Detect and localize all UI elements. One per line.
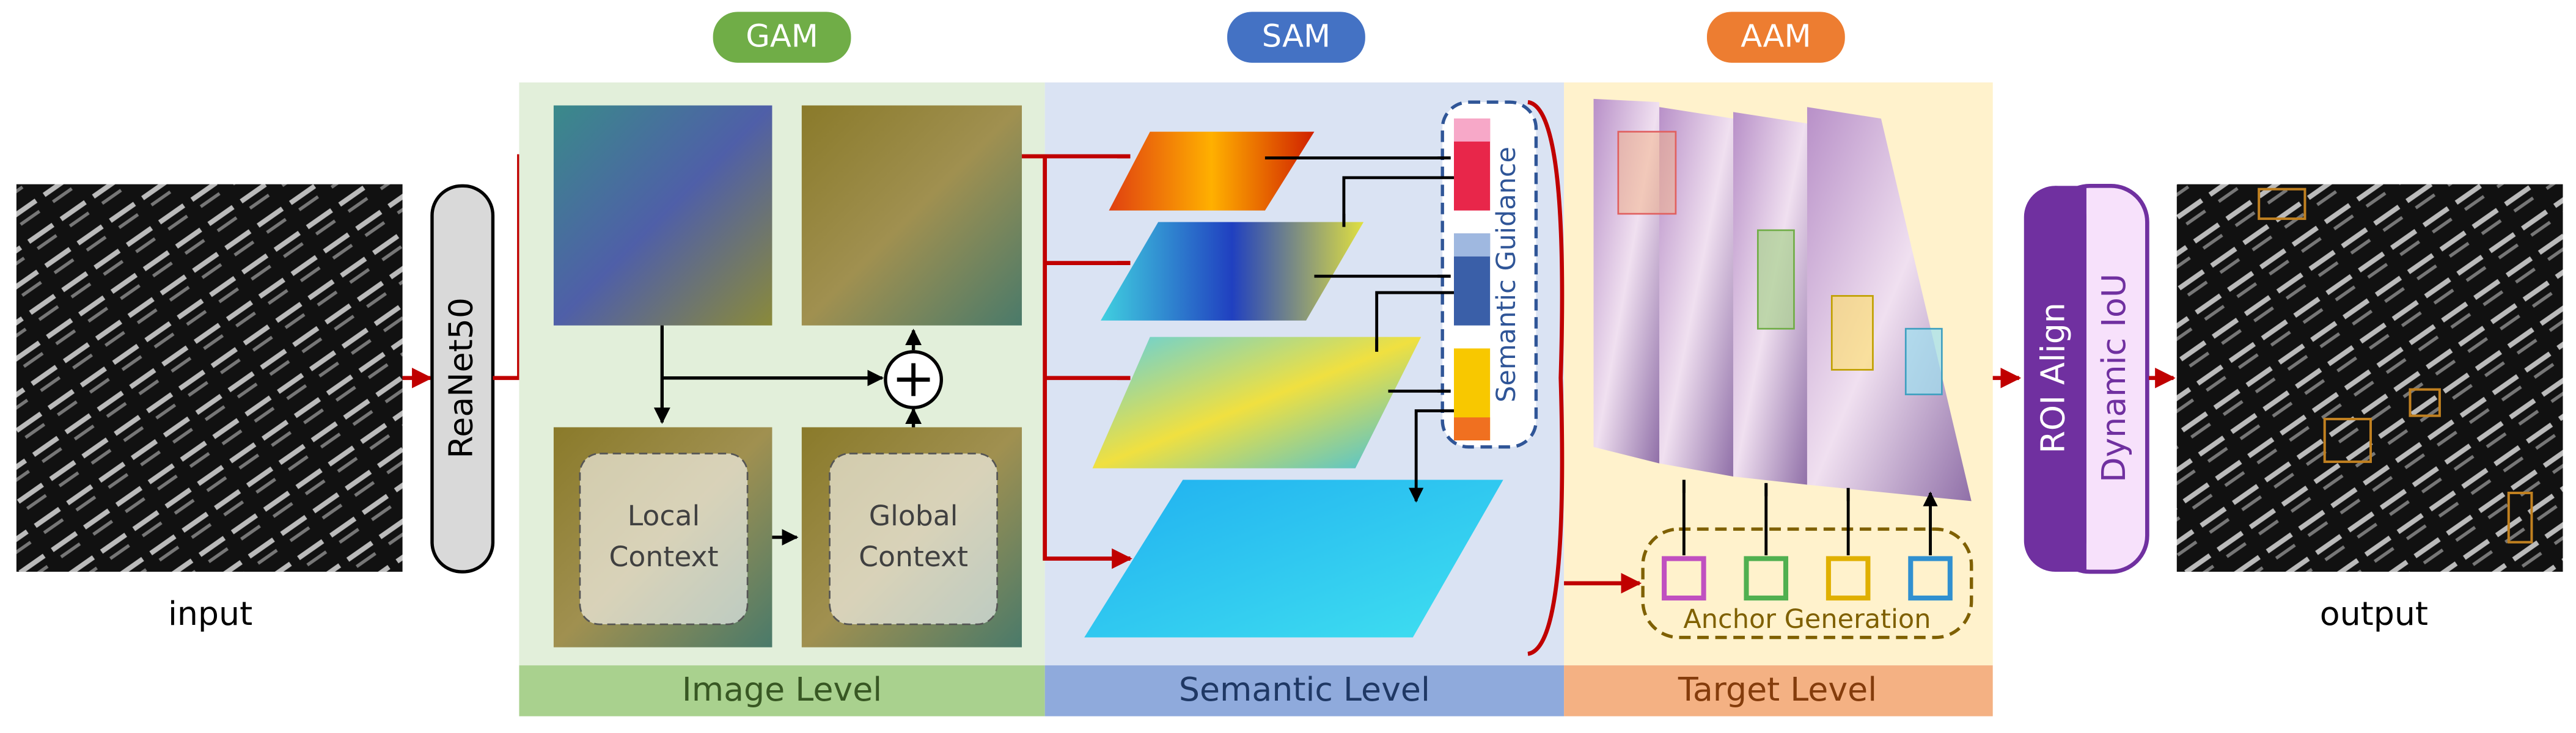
semantic-map (1101, 222, 1364, 321)
module-label: AAM (1741, 18, 1811, 54)
target-map (1659, 107, 1733, 477)
arrow-head (1682, 480, 1930, 506)
target-map (1807, 107, 1972, 501)
arrow (1264, 156, 1455, 501)
module-pill (1227, 12, 1365, 63)
anchor-icon (1908, 556, 1953, 601)
global-context-label: Context (859, 541, 968, 573)
semantic-map (1109, 131, 1315, 211)
roi-align-box (2055, 186, 2086, 572)
target-box (1756, 229, 1795, 330)
semantic-guidance-label: Semantic Guidance (1491, 147, 1522, 403)
backbone-label: ReaNet50 (442, 297, 480, 459)
feature-map (801, 105, 1022, 326)
plus-sign (897, 363, 930, 396)
roi-align-label: ROI Align (2034, 302, 2072, 453)
guidance-cube (1454, 233, 1491, 257)
detection-box (2507, 491, 2533, 544)
arrow (1022, 154, 1131, 561)
module-label: SAM (1262, 18, 1330, 54)
target-box (1617, 131, 1677, 215)
brace (1527, 100, 1565, 656)
level-band (1044, 665, 1565, 717)
anchor-icon (1826, 556, 1871, 601)
global-context-box (829, 453, 999, 625)
arrow-head (1342, 156, 1451, 501)
global-context-label: Global (869, 500, 958, 532)
level-band (1564, 665, 1993, 717)
input-image (16, 184, 403, 572)
anchor-generation-box (1641, 527, 1973, 640)
dynamic-iou-label: Dynamic IoU (2094, 274, 2133, 483)
level-label: Semantic Level (1179, 670, 1430, 709)
guidance-stack (1454, 119, 1491, 440)
guidance-cube (1454, 119, 1491, 142)
semantic-map (1084, 480, 1503, 638)
target-box (1830, 295, 1874, 371)
anchor-icon (1744, 556, 1789, 601)
level-label: Image Level (682, 670, 882, 709)
output-label: output (2320, 594, 2428, 633)
anchor-icons (1662, 556, 1953, 601)
local-context-label: Local (628, 500, 700, 532)
target-box (1904, 327, 1943, 396)
detection-box (2323, 418, 2372, 463)
local-context-label: Context (609, 541, 719, 573)
arrow-head (1117, 154, 1131, 559)
module-label: GAM (746, 18, 818, 54)
semantic-map (1092, 337, 1422, 469)
module-pill (713, 12, 851, 63)
arrow (1682, 480, 1932, 556)
input-label: input (168, 594, 252, 633)
guidance-cube (1454, 417, 1491, 440)
anchor-generation-label: Anchor Generation (1683, 604, 1931, 635)
anchor-icon (1662, 556, 1706, 601)
feature-map (553, 105, 772, 326)
local-context-box (579, 453, 749, 625)
level-label: Target Level (1678, 670, 1877, 709)
level-band (519, 665, 1045, 717)
module-pill (1706, 12, 1845, 63)
detection-box (2258, 188, 2306, 221)
output-image (2176, 184, 2563, 572)
detection-box (2409, 388, 2441, 417)
